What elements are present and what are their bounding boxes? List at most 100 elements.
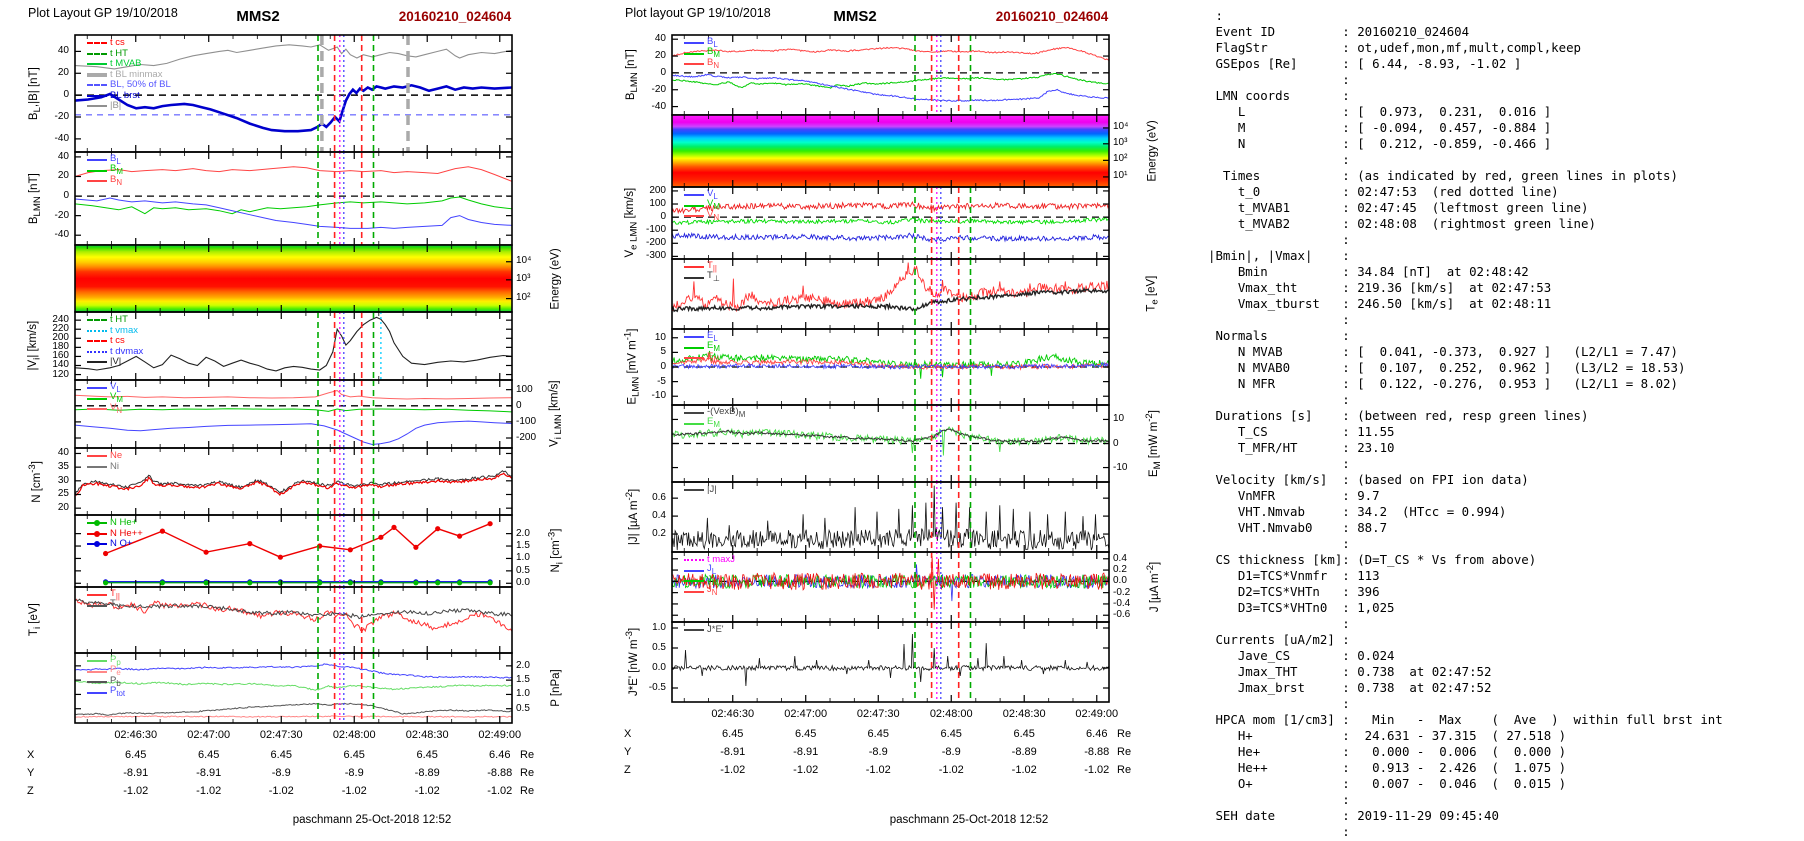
xyz-value: 6.45 xyxy=(198,749,220,761)
y-axis-label: BL,|B| [nT] xyxy=(27,67,43,120)
legend-line-sample xyxy=(87,84,107,87)
legend: t cs t HT t MVAB t BL minmax BL, 50% of BL BL… xyxy=(87,38,171,112)
legend-label: EM xyxy=(707,340,720,354)
legend: BL BM BN xyxy=(684,35,720,70)
legend-item: BM xyxy=(87,164,123,176)
data-series xyxy=(74,83,513,133)
legend-label: BL xyxy=(707,35,718,49)
plot-panel xyxy=(74,244,513,313)
legend-label: J*E' xyxy=(707,624,724,636)
y-tick-label: 0.5 xyxy=(652,642,666,653)
y-tick-label: 0 xyxy=(660,361,666,372)
legend: t maxJ JL JM JN xyxy=(684,555,735,597)
legend-item: J*E' xyxy=(684,625,724,636)
data-point xyxy=(378,580,384,586)
legend-item: |V| xyxy=(87,357,143,368)
legend-label: |J| xyxy=(707,484,717,496)
data-point xyxy=(457,533,463,539)
right-tick-label: 10 xyxy=(1113,413,1125,425)
legend: VL VM VN xyxy=(684,187,720,222)
legend-label: -(VexB)M xyxy=(707,405,746,419)
legend-item: N O+ xyxy=(87,539,143,550)
y-tick-label: 10 xyxy=(654,331,666,343)
y-axis-label: ELMN [mV m-1] xyxy=(622,329,641,405)
y-axis-label: Ti [eV] xyxy=(27,603,43,637)
legend-line-sample xyxy=(87,408,107,411)
y-tick-label: 0.2 xyxy=(652,528,666,540)
legend: Pp Pe Pb Ptot xyxy=(87,654,125,698)
legend-label: Pe xyxy=(110,664,121,678)
plot-panel xyxy=(671,621,1110,703)
time-tick-label: 02:49:00 xyxy=(478,729,522,741)
legend-item: JN xyxy=(684,585,735,597)
data-point xyxy=(317,580,323,586)
right-tick-label: 2.0 xyxy=(516,659,530,671)
y-tick-label: -200 xyxy=(645,237,666,249)
legend-label: T|| xyxy=(707,259,717,273)
legend-line-sample xyxy=(684,580,704,583)
legend: N He+ N He++ N O+ xyxy=(87,518,143,550)
plot-panel xyxy=(671,258,1110,330)
legend-label: |B| xyxy=(110,100,122,112)
right-axis-label: Energy (eV) xyxy=(548,245,564,312)
plot-panel xyxy=(671,34,1110,116)
legend-item: BL xyxy=(684,35,720,49)
legend-label: T⊥ xyxy=(707,270,720,284)
right-axis-label: Ni [cm-3] xyxy=(546,529,566,573)
legend-line-sample xyxy=(684,266,704,269)
xyz-unit: Re xyxy=(520,785,535,797)
legend-item: EL xyxy=(684,330,720,343)
right-axis-label: P [nPa] xyxy=(550,669,563,707)
y-tick-label: 0.6 xyxy=(652,492,666,504)
legend-line-sample xyxy=(87,94,107,97)
plot-panel xyxy=(74,586,513,654)
panel-border xyxy=(671,621,1110,703)
legend-line-sample xyxy=(87,350,107,353)
legend-item: BM xyxy=(684,47,720,59)
y-axis-label: J*E' [nW m-3] xyxy=(624,622,640,702)
footer-signature-left: paschmann 25-Oct-2018 12:52 xyxy=(292,814,452,826)
legend-line-sample xyxy=(87,594,107,597)
legend-label: t cs xyxy=(110,37,125,49)
legend-item: |B| xyxy=(87,101,171,112)
legend: J*E' xyxy=(684,625,724,636)
data-series xyxy=(74,663,513,679)
legend-line-sample xyxy=(684,357,704,360)
data-series xyxy=(75,715,513,718)
right-axis-label: Ni [cm-3] xyxy=(546,515,566,587)
y-tick-label: -100 xyxy=(645,224,666,236)
legend-label: t maxJ xyxy=(707,554,735,566)
legend-item: Pe xyxy=(87,664,125,678)
data-point xyxy=(487,580,493,586)
right-tick-label: 0.0 xyxy=(1113,575,1127,587)
data-series xyxy=(74,166,513,182)
xyz-value: 6.45 xyxy=(416,749,438,761)
legend-line-sample xyxy=(684,52,704,55)
xyz-unit: Re xyxy=(520,749,535,761)
xyz-row-label: Y xyxy=(27,767,35,779)
data-series xyxy=(74,197,513,229)
legend-label: BL brst xyxy=(110,89,140,101)
legend-label: |V| xyxy=(110,356,122,368)
right-tick-label: -0.6 xyxy=(1113,609,1131,621)
legend-line-sample xyxy=(87,52,107,55)
legend-item: t BL minmax xyxy=(87,69,171,81)
legend-dot-icon xyxy=(94,541,100,548)
data-series xyxy=(74,44,513,70)
legend-item: T⊥ xyxy=(87,599,123,611)
y-tick-label: 30 xyxy=(57,474,69,486)
plot-panel xyxy=(74,652,513,724)
data-series xyxy=(671,72,1109,89)
legend-label: N He+ xyxy=(110,517,138,529)
xyz-row-label: X xyxy=(624,728,632,740)
y-axis-label: |J| [µA m-2] xyxy=(624,482,640,552)
legend-label: VL xyxy=(707,187,718,201)
plot-panel xyxy=(671,328,1110,406)
xyz-value: 6.46 xyxy=(489,749,511,761)
data-point xyxy=(203,549,209,555)
y-axis-label: BLMN [nT] xyxy=(624,35,640,115)
y-tick-label: -300 xyxy=(645,250,666,262)
data-series xyxy=(74,420,513,446)
right-tick-label: 0.5 xyxy=(516,702,530,714)
legend-line-sample xyxy=(684,629,704,632)
